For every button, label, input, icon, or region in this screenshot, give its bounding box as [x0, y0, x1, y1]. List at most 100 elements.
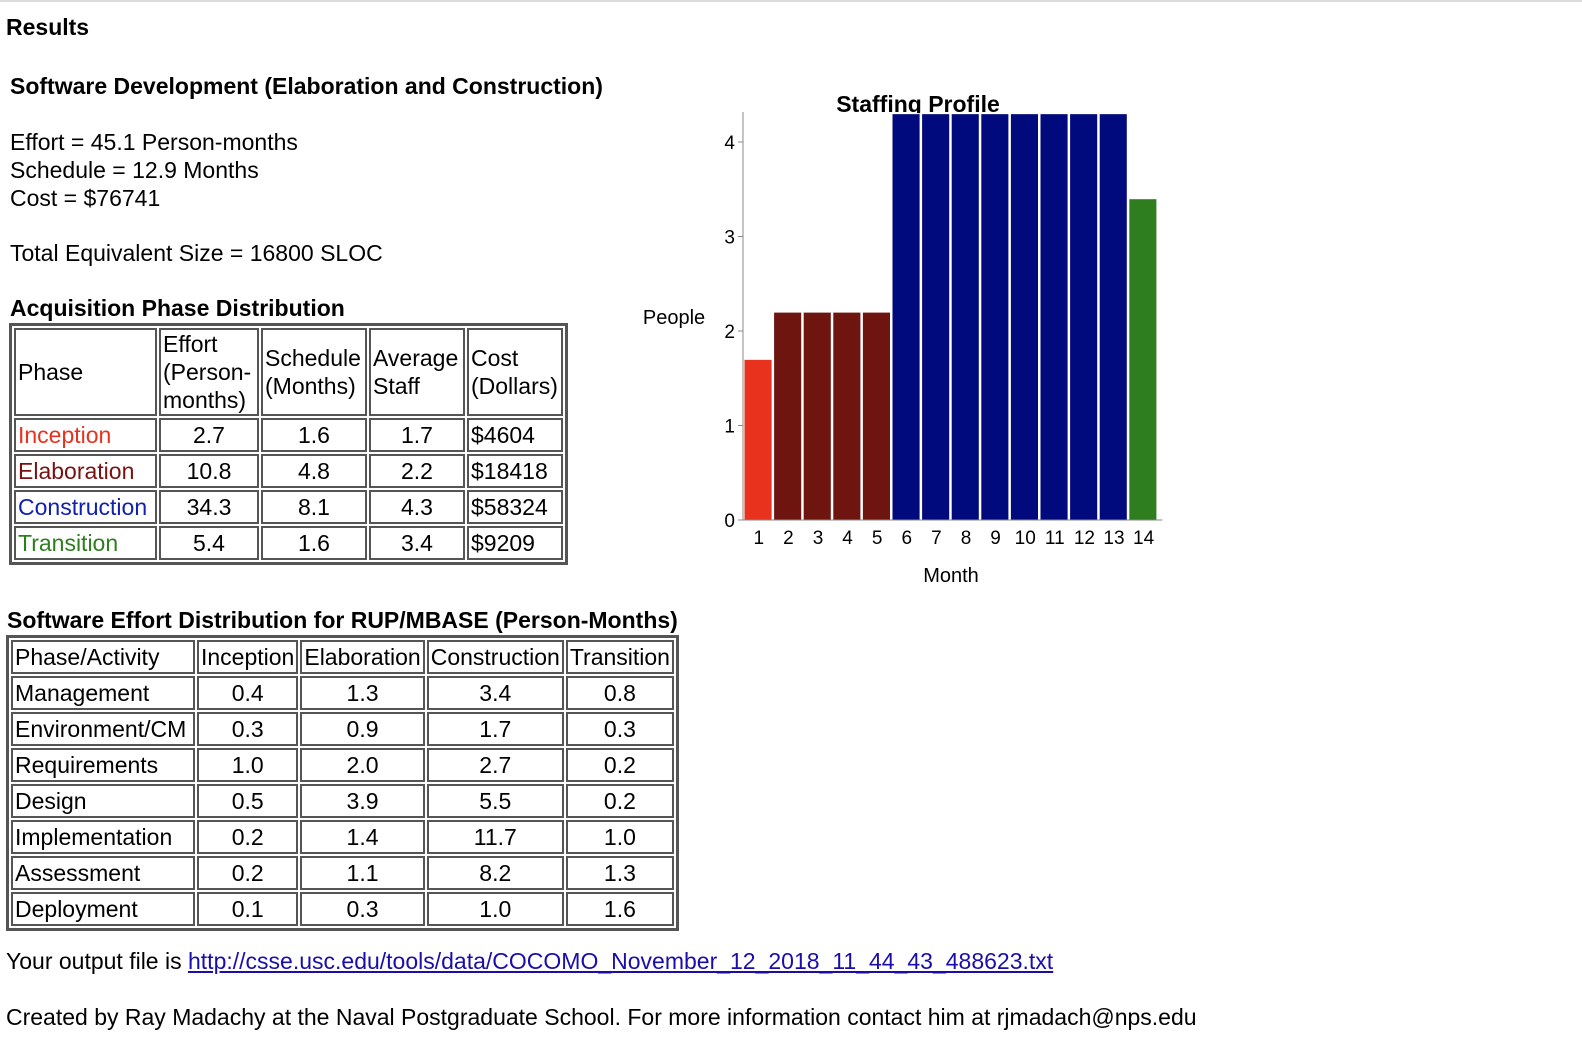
- effort-dist-heading: Software Effort Distribution for RUP/MBA…: [7, 607, 678, 633]
- x-axis-label: Month: [923, 565, 979, 587]
- effort-cell: 0.3: [300, 892, 425, 926]
- output-file-link[interactable]: http://csse.usc.edu/tools/data/COCOMO_No…: [188, 948, 1054, 974]
- bar: [1039, 113, 1069, 521]
- table-row: Design 0.5 3.9 5.5 0.2: [11, 784, 674, 818]
- header-effort-l2: (Person-: [163, 359, 252, 385]
- effort-cell: 8.2: [426, 856, 564, 890]
- cell-effort: 2.7: [159, 418, 259, 452]
- bar: [802, 311, 832, 521]
- table-row: Construction 34.3 8.1 4.3 $58324: [14, 490, 563, 524]
- phase-transition: Transition: [14, 526, 157, 560]
- cell-schedule: 8.1: [261, 490, 367, 524]
- activity-name: Requirements: [11, 748, 195, 782]
- acquisition-phase-table: Phase Effort (Person- months) Schedule (…: [9, 323, 568, 565]
- effort-distribution-table: Phase/Activity Inception Elaboration Con…: [6, 635, 679, 931]
- effort-cell: 0.2: [197, 856, 299, 890]
- effort-cell: 0.3: [197, 712, 299, 746]
- x-tick-label: 3: [813, 528, 824, 549]
- activity-name: Assessment: [11, 856, 195, 890]
- header-construction: Construction: [426, 640, 564, 674]
- header-schedule: Schedule (Months): [261, 328, 367, 416]
- table-row: Environment/CM 0.3 0.9 1.7 0.3: [11, 712, 674, 746]
- effort-cell: 5.5: [426, 784, 564, 818]
- cell-staff: 1.7: [369, 418, 465, 452]
- header-effort: Effort (Person- months): [159, 328, 259, 416]
- header-effort-l3: months): [163, 387, 247, 413]
- effort-cell: 0.9: [300, 712, 425, 746]
- x-tick-label: 4: [842, 528, 853, 549]
- effort-cell: 11.7: [426, 820, 564, 854]
- effort-cell: 1.3: [565, 856, 674, 890]
- size-line: Total Equivalent Size = 16800 SLOC: [10, 240, 383, 266]
- bar: [773, 311, 803, 521]
- table-header-row: Phase Effort (Person- months) Schedule (…: [14, 328, 563, 416]
- bar: [980, 113, 1010, 521]
- x-tick-label: 5: [872, 528, 883, 549]
- footer-credit: Created by Ray Madachy at the Naval Post…: [6, 1004, 1197, 1030]
- table-row: Implementation 0.2 1.4 11.7 1.0: [11, 820, 674, 854]
- y-tick-label: 1: [724, 417, 735, 438]
- cell-schedule: 1.6: [261, 526, 367, 560]
- cell-staff: 4.3: [369, 490, 465, 524]
- activity-name: Management: [11, 676, 195, 710]
- effort-cell: 1.6: [565, 892, 674, 926]
- cell-schedule: 4.8: [261, 454, 367, 488]
- effort-cell: 2.0: [300, 748, 425, 782]
- effort-cell: 1.1: [300, 856, 425, 890]
- x-tick-label: 8: [961, 528, 972, 549]
- effort-cell: 3.4: [426, 676, 564, 710]
- output-file-line: Your output file is http://csse.usc.edu/…: [6, 948, 1053, 975]
- x-tick-label: 13: [1103, 528, 1124, 549]
- header-schedule-l2: (Months): [265, 373, 356, 399]
- effort-line: Effort = 45.1 Person-months: [10, 129, 298, 155]
- effort-cell: 1.3: [300, 676, 425, 710]
- effort-cell: 0.2: [565, 748, 674, 782]
- header-phase: Phase: [14, 328, 157, 416]
- effort-table-body: Management 0.4 1.3 3.4 0.8 Environment/CM 0.3 0…: [11, 676, 674, 926]
- schedule-line: Schedule = 12.9 Months: [10, 157, 259, 183]
- y-tick-label: 0: [724, 511, 735, 532]
- cell-cost: $18418: [467, 454, 563, 488]
- x-tick-label: 9: [990, 528, 1001, 549]
- table-row: Requirements 1.0 2.0 2.7 0.2: [11, 748, 674, 782]
- header-inception: Inception: [197, 640, 299, 674]
- bar: [832, 311, 862, 521]
- header-elaboration: Elaboration: [300, 640, 425, 674]
- bar: [1009, 113, 1039, 521]
- cost-line: Cost = $76741: [10, 185, 161, 211]
- y-axis-label: People: [643, 307, 705, 329]
- phase-inception: Inception: [14, 418, 157, 452]
- activity-name: Environment/CM: [11, 712, 195, 746]
- bar: [1128, 198, 1158, 521]
- x-tick-label: 7: [931, 528, 942, 549]
- effort-cell: 0.5: [197, 784, 299, 818]
- header-transition: Transition: [565, 640, 674, 674]
- bar: [861, 311, 891, 521]
- chart-title: Staffing Profile: [836, 91, 1000, 117]
- cell-staff: 3.4: [369, 526, 465, 560]
- effort-cell: 0.3: [565, 712, 674, 746]
- effort-cell: 1.0: [197, 748, 299, 782]
- table-header-row: Phase/Activity Inception Elaboration Con…: [11, 640, 674, 674]
- header-staff-l1: Average: [373, 345, 459, 371]
- cell-cost: $9209: [467, 526, 563, 560]
- effort-cell: 1.0: [565, 820, 674, 854]
- x-tick-label: 11: [1045, 528, 1065, 549]
- table-row: Elaboration 10.8 4.8 2.2 $18418: [14, 454, 563, 488]
- acq-heading: Acquisition Phase Distribution: [10, 295, 345, 321]
- header-schedule-l1: Schedule: [265, 345, 361, 371]
- x-tick-label: 2: [783, 528, 794, 549]
- effort-cell: 1.4: [300, 820, 425, 854]
- dev-heading: Software Development (Elaboration and Co…: [10, 73, 603, 99]
- activity-name: Deployment: [11, 892, 195, 926]
- y-tick-label: 3: [724, 228, 735, 249]
- table-row: Management 0.4 1.3 3.4 0.8: [11, 676, 674, 710]
- cell-effort: 5.4: [159, 526, 259, 560]
- header-effort-l1: Effort: [163, 331, 218, 357]
- effort-cell: 3.9: [300, 784, 425, 818]
- bar: [921, 113, 951, 521]
- effort-cell: 0.4: [197, 676, 299, 710]
- cell-cost: $4604: [467, 418, 563, 452]
